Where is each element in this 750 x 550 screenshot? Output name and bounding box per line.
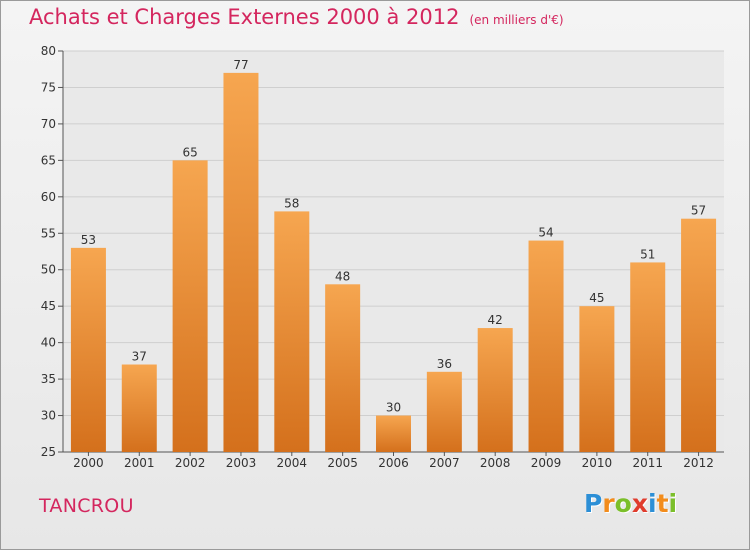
y-tick-label: 80: [41, 44, 56, 58]
chart-title: Achats et Charges Externes 2000 à 2012 (e…: [29, 5, 564, 29]
logo-letter: x: [631, 489, 648, 518]
data-label: 48: [335, 269, 350, 283]
data-label: 58: [284, 196, 299, 210]
data-label: 42: [488, 313, 503, 327]
logo-letter: t: [656, 489, 669, 518]
x-tick-label: 2005: [327, 456, 358, 470]
bar: [121, 364, 157, 452]
bar: [376, 415, 411, 452]
data-label: 37: [132, 350, 147, 364]
bar: [579, 306, 615, 452]
place-name: TANCROU: [39, 495, 134, 517]
y-tick-label: 75: [41, 80, 56, 94]
bar: [223, 72, 259, 452]
x-tick-label: 2010: [582, 456, 613, 470]
x-tick-label: 2001: [124, 456, 155, 470]
bar: [172, 160, 208, 452]
data-label: 54: [538, 226, 553, 240]
x-tick-label: 2004: [277, 456, 308, 470]
data-label: 36: [437, 357, 452, 371]
bar: [630, 262, 666, 452]
y-tick-label: 25: [41, 445, 56, 459]
x-tick-label: 2000: [73, 456, 104, 470]
y-axis-tick-labels: 25 30 35 40 45 50 55 60 65 70 75 80: [41, 44, 56, 459]
x-tick-label: 2003: [226, 456, 257, 470]
chart-subtitle: (en milliers d'€): [469, 13, 564, 27]
data-label: 57: [691, 204, 706, 218]
bar: [426, 371, 462, 452]
bar-series: [70, 72, 717, 452]
x-tick-label: 2002: [175, 456, 206, 470]
data-label: 65: [182, 145, 197, 159]
x-tick-label: 2006: [378, 456, 409, 470]
x-axis-tick-labels: 2000 2001 2002 2003 2004 2005 2006 2007 2008 2009…: [73, 452, 714, 470]
logo-letter: i: [648, 489, 657, 518]
data-label: 77: [233, 58, 248, 72]
x-tick-label: 2012: [683, 456, 714, 470]
y-tick-label: 40: [41, 336, 56, 350]
x-tick-label: 2008: [480, 456, 511, 470]
bar: [325, 284, 361, 452]
bar: [681, 218, 717, 452]
proxiti-logo[interactable]: Proxiti: [584, 489, 677, 518]
data-label: 45: [589, 291, 604, 305]
bar: [528, 240, 564, 452]
bar: [477, 328, 513, 452]
bar: [274, 211, 310, 452]
data-labels: 53 37 65 77 58 48 30 36 42 54 45 51 57: [81, 58, 706, 415]
y-tick-label: 35: [41, 372, 56, 386]
x-tick-label: 2011: [632, 456, 663, 470]
y-tick-label: 30: [41, 409, 56, 423]
data-label: 51: [640, 247, 655, 261]
logo-letter: i: [668, 489, 678, 518]
bar: [70, 247, 106, 452]
y-tick-label: 60: [41, 190, 56, 204]
title-text: Achats et Charges Externes 2000 à 2012: [29, 5, 460, 29]
y-tick-label: 70: [41, 117, 56, 131]
y-tick-label: 45: [41, 299, 56, 313]
plot-area: [63, 51, 724, 452]
data-label: 53: [81, 233, 96, 247]
data-label: 30: [386, 401, 401, 415]
logo-letter: o: [614, 489, 632, 518]
logo-letter: P: [584, 489, 603, 518]
x-tick-label: 2007: [429, 456, 460, 470]
y-tick-label: 65: [41, 153, 56, 167]
y-tick-label: 55: [41, 226, 56, 240]
y-tick-label: 50: [41, 263, 56, 277]
x-tick-label: 2009: [531, 456, 562, 470]
logo-letter: r: [602, 489, 615, 518]
